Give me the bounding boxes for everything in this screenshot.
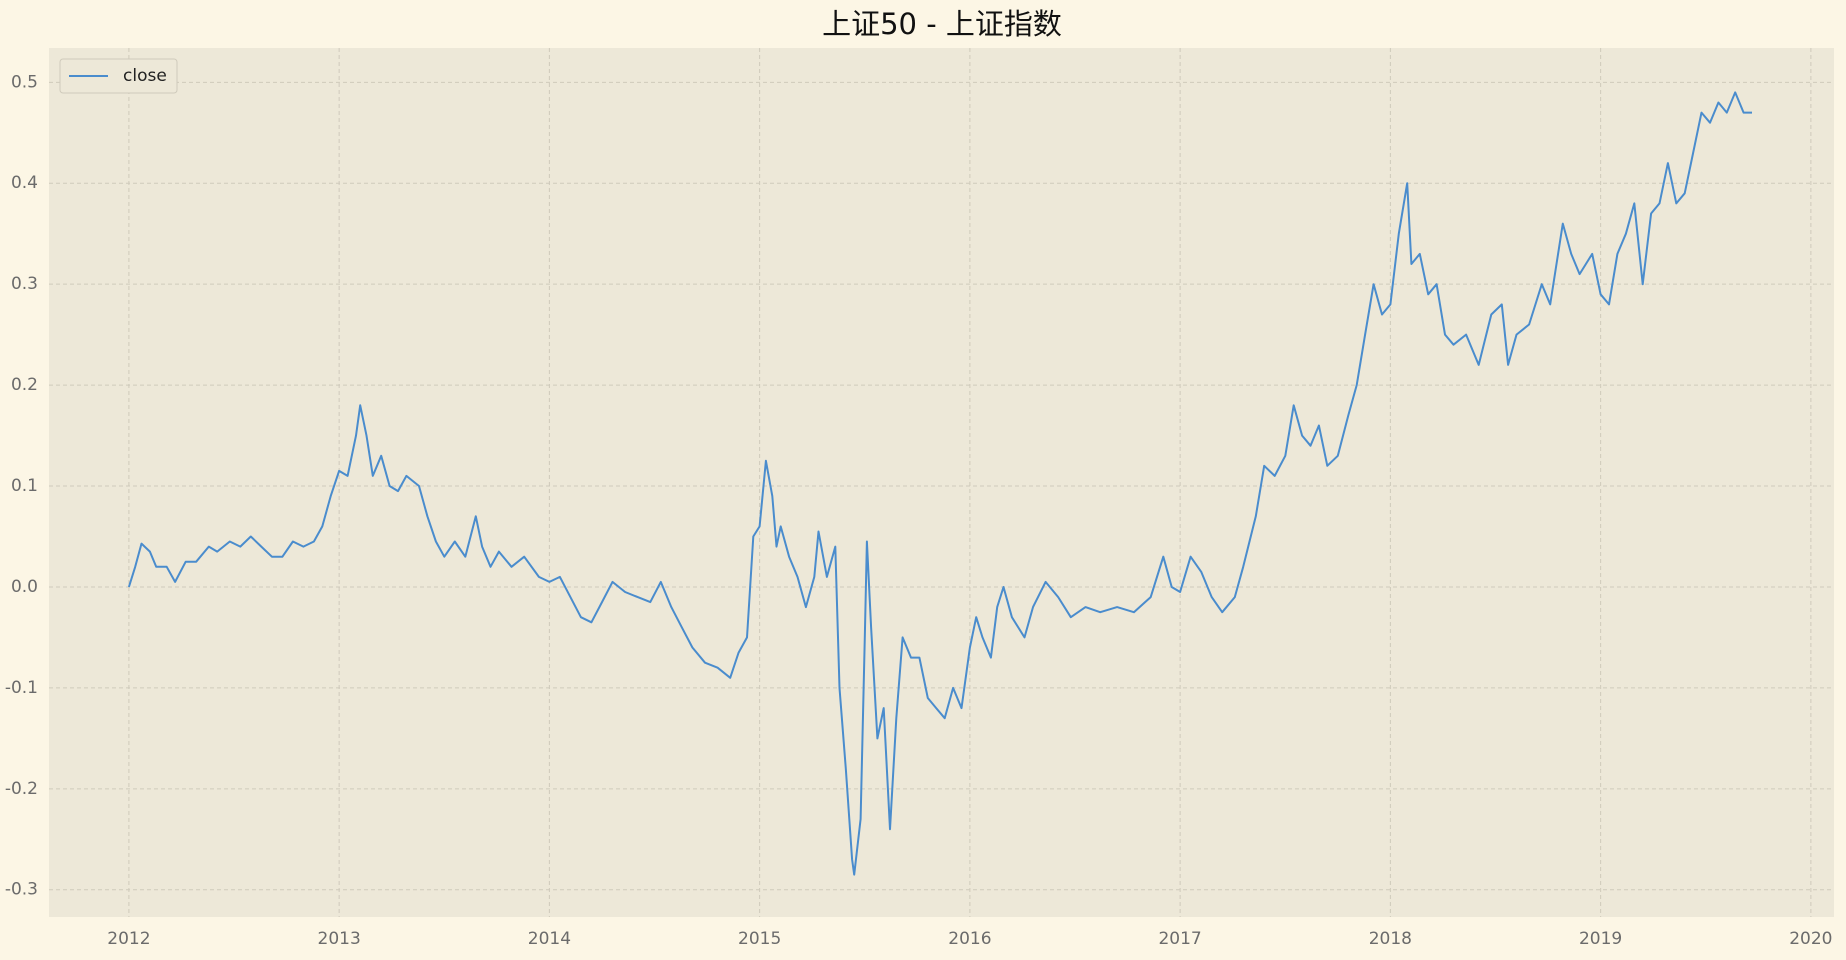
x-tick-label: 2013 (318, 929, 361, 949)
y-tick-label: 0.3 (11, 274, 38, 294)
y-tick-label: 0.5 (11, 72, 38, 92)
x-tick-label: 2014 (528, 929, 571, 949)
x-tick-label: 2016 (948, 929, 991, 949)
y-tick-label: 0.4 (11, 173, 38, 193)
x-tick-label: 2017 (1158, 929, 1201, 949)
plot-area (49, 48, 1834, 917)
x-tick-label: 2015 (738, 929, 781, 949)
grid (49, 48, 1834, 917)
x-tick-label: 2012 (107, 929, 150, 949)
y-tick-label: -0.1 (5, 678, 38, 698)
y-tick-label: 0.2 (11, 375, 38, 395)
lines (127, 91, 1752, 876)
y-tick-label: 0.1 (11, 476, 38, 496)
legend-label: close (123, 66, 167, 86)
y-tick-label: -0.3 (5, 880, 38, 900)
line-series (127, 91, 1752, 876)
x-tick-label: 2018 (1369, 929, 1412, 949)
legend: close (59, 58, 178, 94)
legend-box (59, 58, 178, 94)
x-tick-label: 2020 (1789, 929, 1832, 949)
chart-title: 上证50 - 上证指数 (822, 7, 1062, 41)
y-tick-label: -0.2 (5, 779, 38, 799)
x-tick-label: 2019 (1579, 929, 1622, 949)
y-tick-label: 0.0 (11, 577, 38, 597)
